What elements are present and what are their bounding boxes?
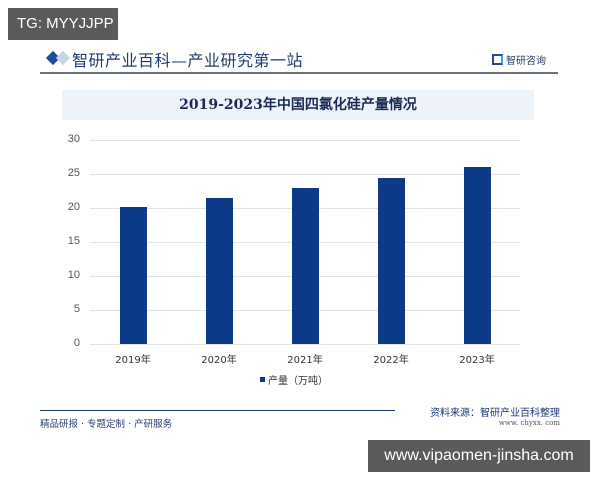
- bar: [463, 166, 491, 344]
- bar: [205, 197, 233, 344]
- footer-url: www. chyxx. com: [498, 419, 560, 427]
- x-tick-label: 2021年: [287, 355, 323, 366]
- gridline: [90, 344, 520, 345]
- bar: [119, 207, 147, 344]
- footer-tagline: 精品研报 · 专题定制 · 产研服务: [40, 419, 173, 430]
- footer-source: 资料来源：智研产业百科整理: [430, 408, 560, 419]
- y-tick-label: 10: [67, 269, 80, 281]
- x-tick-label: 2020年: [201, 355, 237, 366]
- legend: 产量（万吨）: [260, 372, 328, 387]
- plot-area: [90, 140, 520, 345]
- y-tick-label: 15: [67, 235, 80, 247]
- legend-label: 产量（万吨）: [268, 376, 328, 387]
- header-title: 智研产业百科—产业研究第一站: [72, 51, 304, 70]
- legend-swatch-icon: [260, 377, 265, 382]
- x-tick-label: 2019年: [115, 355, 151, 366]
- footer-divider: [40, 410, 395, 411]
- diamond-shadow-icon: [55, 50, 71, 66]
- brand-logo: 智研咨询: [492, 52, 546, 67]
- header-bar: 智研产业百科—产业研究第一站 智研咨询: [40, 44, 558, 74]
- brand-logo-text: 智研咨询: [506, 56, 546, 67]
- y-tick-label: 25: [67, 167, 80, 179]
- overlay-label-bottom: www.vipaomen-jinsha.com: [368, 440, 590, 472]
- bar: [377, 178, 405, 344]
- overlay-label-top: TG: MYYJJPP: [8, 8, 118, 40]
- chart-title: 2019-2023年中国四氯化硅产量情况: [179, 97, 417, 113]
- x-tick-label: 2023年: [459, 355, 495, 366]
- y-tick-label: 5: [73, 303, 80, 315]
- x-tick-label: 2022年: [373, 355, 409, 366]
- bar: [291, 188, 319, 344]
- gridline: [90, 174, 520, 175]
- gridline: [90, 140, 520, 141]
- y-tick-label: 0: [73, 337, 80, 349]
- chart-title-box: 2019-2023年中国四氯化硅产量情况: [62, 90, 534, 120]
- y-tick-label: 20: [67, 201, 80, 213]
- y-tick-label: 30: [67, 133, 80, 145]
- brand-logo-icon: [492, 54, 503, 65]
